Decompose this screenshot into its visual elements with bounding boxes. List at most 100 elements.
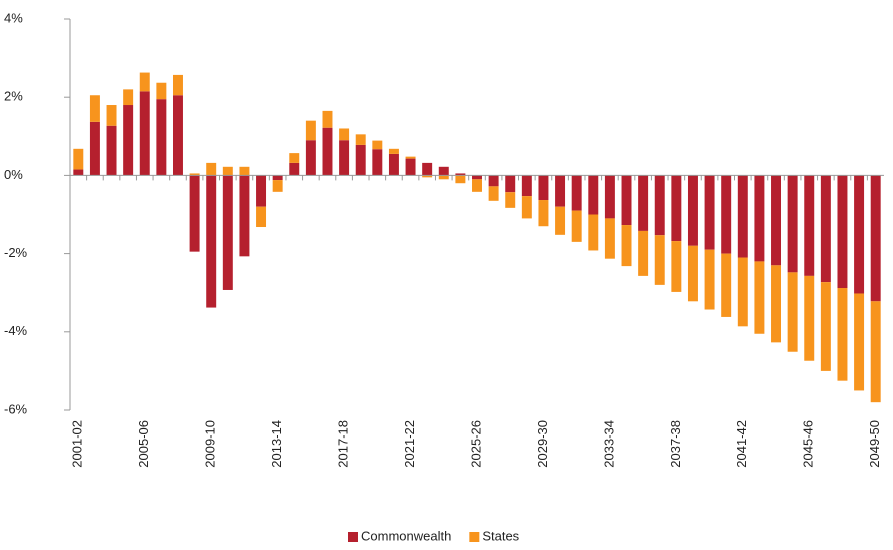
- bar: [820, 282, 831, 371]
- y-tick-label: 4%: [4, 10, 23, 25]
- bar: [687, 175, 698, 246]
- bar: [322, 110, 333, 128]
- bar: [256, 175, 267, 207]
- x-tick-label: 2033-34: [601, 420, 616, 468]
- bar: [438, 175, 449, 180]
- bar: [472, 175, 482, 180]
- bar: [139, 91, 150, 176]
- bar: [139, 72, 150, 92]
- legend-swatch: [469, 532, 480, 542]
- bar: [721, 253, 732, 317]
- x-tick-label: 2045-46: [801, 420, 816, 468]
- bar: [521, 196, 532, 219]
- bar: [106, 105, 117, 126]
- bar: [654, 175, 665, 236]
- legend-swatch: [348, 532, 358, 542]
- bar: [256, 206, 267, 228]
- y-tick-label: -4%: [4, 323, 28, 338]
- bar: [638, 230, 649, 276]
- bar: [787, 175, 798, 273]
- bar: [222, 166, 233, 176]
- bar: [704, 175, 715, 250]
- bar: [89, 121, 100, 176]
- bar: [737, 257, 748, 327]
- bar: [388, 153, 399, 176]
- y-tick-label: -2%: [4, 245, 28, 260]
- x-tick-label: 2025-26: [468, 420, 483, 468]
- bar: [189, 175, 200, 252]
- x-tick-label: 2021-22: [402, 420, 417, 468]
- y-tick-label: 0%: [4, 167, 23, 182]
- bar: [239, 175, 250, 257]
- x-tick-label: 2029-30: [535, 420, 550, 468]
- bar: [422, 175, 433, 178]
- bar: [123, 89, 134, 106]
- bar: [272, 180, 283, 192]
- bar: [621, 175, 632, 226]
- x-tick-label: 2037-38: [668, 420, 683, 468]
- bar: [555, 206, 566, 235]
- bar: [538, 200, 549, 227]
- bar: [355, 144, 366, 176]
- bar: [73, 148, 84, 170]
- bar: [754, 175, 765, 262]
- bar: [438, 166, 449, 176]
- bar: [621, 225, 632, 267]
- y-tick-label: 2%: [4, 89, 23, 104]
- bar: [405, 158, 416, 176]
- x-tick-label: 2017-18: [336, 420, 351, 468]
- bar: [555, 175, 566, 207]
- bar: [455, 173, 466, 176]
- bar: [588, 214, 599, 251]
- bar: [372, 140, 383, 150]
- bar: [289, 162, 300, 176]
- bar: [172, 74, 183, 96]
- bar: [771, 265, 782, 343]
- bar: [771, 175, 782, 266]
- x-tick-label: 2005-06: [136, 420, 151, 468]
- bar: [654, 235, 665, 285]
- bar: [538, 175, 549, 201]
- bar: [339, 128, 350, 141]
- bar: [488, 186, 499, 201]
- bar: [671, 241, 682, 292]
- bar: [820, 175, 831, 283]
- bar: [455, 175, 466, 184]
- bar: [604, 175, 615, 219]
- bar: [172, 95, 183, 176]
- bar: [472, 179, 482, 192]
- bar: [671, 175, 682, 242]
- bar: [870, 301, 881, 403]
- bar: [505, 175, 516, 193]
- bar: [123, 105, 134, 176]
- bar: [289, 153, 300, 163]
- x-tick-label: 2001-02: [70, 420, 85, 468]
- bar: [604, 218, 615, 259]
- legend-label: States: [482, 528, 519, 543]
- bar: [704, 249, 715, 310]
- bar: [837, 288, 848, 381]
- bar: [272, 175, 283, 181]
- bar: [405, 156, 416, 159]
- bar: [73, 169, 84, 176]
- x-tick-label: 2049-50: [867, 420, 882, 468]
- x-tick-label: 2009-10: [203, 420, 218, 468]
- bar: [870, 175, 881, 302]
- bar: [588, 175, 599, 215]
- x-tick-label: 2041-42: [734, 420, 749, 468]
- bar: [355, 134, 366, 145]
- bar: [638, 175, 649, 231]
- bar: [571, 175, 582, 211]
- bar: [721, 175, 732, 254]
- bar: [206, 162, 217, 176]
- y-tick-label: -6%: [4, 401, 28, 416]
- bar: [206, 175, 217, 308]
- bar: [837, 175, 848, 289]
- bar: [571, 210, 582, 242]
- x-tick-label: 2013-14: [269, 420, 284, 468]
- bar: [687, 245, 698, 302]
- bar: [854, 293, 865, 391]
- bar: [339, 140, 350, 176]
- bar: [804, 175, 815, 276]
